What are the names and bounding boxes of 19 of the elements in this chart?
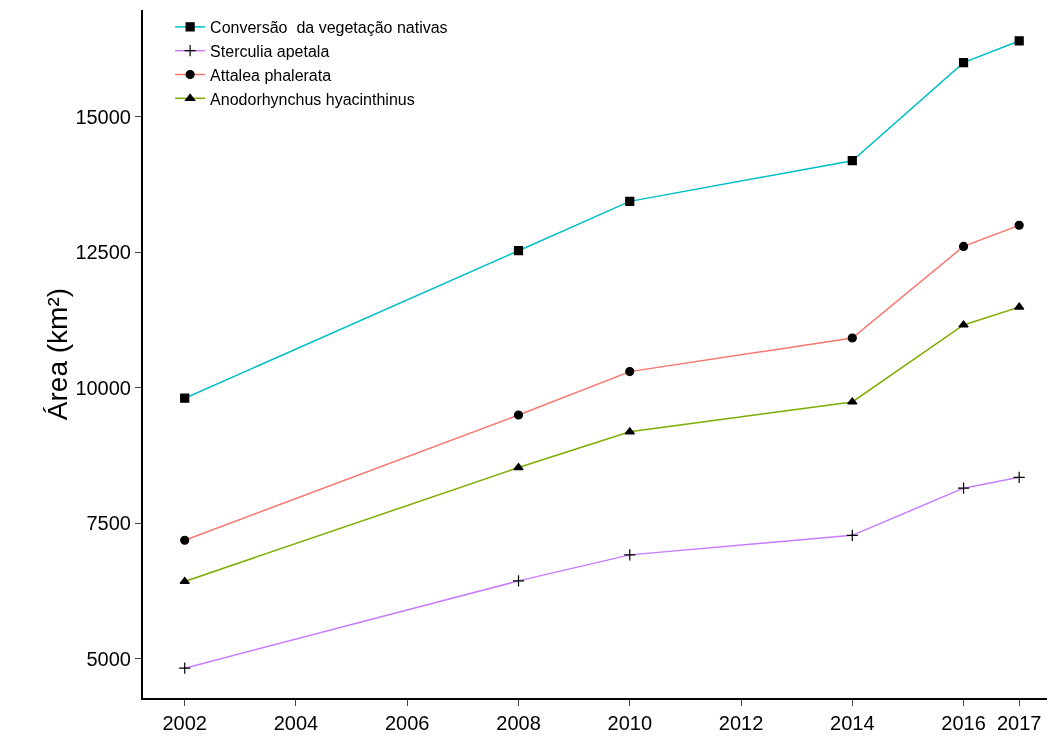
y-tick-label: 5000 <box>86 647 131 670</box>
y-axis-title: Área (km²) <box>42 287 74 421</box>
legend-label: Sterculia apetala <box>210 42 330 60</box>
x-tick-label: 2016 <box>941 712 986 734</box>
x-tick-label: 2010 <box>607 712 653 734</box>
x-tick-label: 2017 <box>996 712 1042 734</box>
legend-label: Anodorhynchus hyacinthinus <box>210 90 415 108</box>
y-tick-label: 10000 <box>75 376 131 399</box>
y-tick-label: 7500 <box>86 512 131 535</box>
y-tick-label: 12500 <box>75 241 131 264</box>
x-tick-label: 2006 <box>385 712 430 734</box>
x-tick-label: 2012 <box>718 712 764 734</box>
x-tick-label: 2014 <box>830 712 875 734</box>
x-tick-label: 2008 <box>496 712 541 734</box>
x-tick-label: 2004 <box>273 712 319 734</box>
x-tick-label: 2002 <box>162 712 207 734</box>
legend-label: Attalea phalerata <box>210 66 332 84</box>
y-tick-label: 15000 <box>75 105 131 128</box>
legend-label: Conversão da vegetação nativas <box>210 19 448 37</box>
